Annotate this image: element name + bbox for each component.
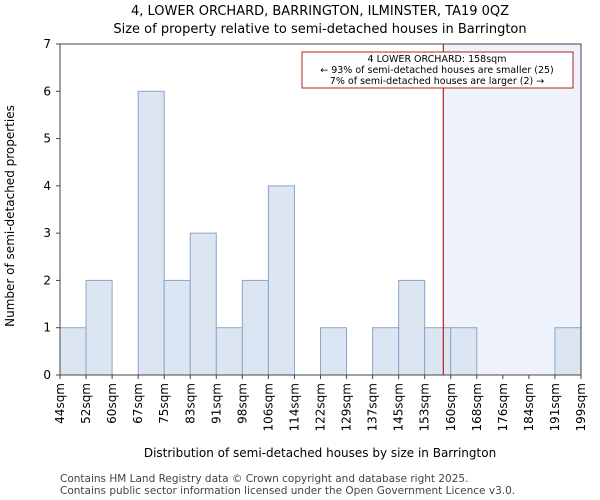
annotation-box: 4 LOWER ORCHARD: 158sqm ← 93% of semi-de…	[301, 51, 574, 89]
annotation-line-2: ← 93% of semi-detached houses are smalle…	[320, 65, 554, 76]
x-tick-label: 145sqm	[392, 383, 406, 431]
x-tick-label: 137sqm	[366, 383, 380, 431]
bar-67sqm	[137, 90, 165, 376]
x-tick-label: 153sqm	[418, 383, 432, 431]
bar-75sqm	[163, 279, 191, 376]
bar-122sqm	[320, 327, 348, 376]
y-tick-label: 4	[43, 179, 51, 193]
y-tick-label: 5	[43, 132, 51, 146]
plot-frame	[59, 43, 582, 376]
x-tick-label: 176sqm	[496, 383, 510, 431]
bar-137sqm	[372, 327, 400, 376]
bar-145sqm	[398, 279, 426, 376]
y-axis-label: Number of semi-detached properties	[3, 105, 17, 327]
x-tick-label: 83sqm	[183, 383, 197, 424]
x-tick-label: 91sqm	[209, 383, 223, 424]
footer-line-2: Contains public sector information licen…	[60, 485, 516, 497]
y-tick-label: 7	[43, 37, 51, 51]
chart-title: 4, LOWER ORCHARD, BARRINGTON, ILMINSTER,…	[131, 4, 509, 19]
bars	[59, 90, 582, 376]
y-ticks: 0 1 2 3 4 5 6 7	[43, 37, 60, 382]
x-tick-label: 160sqm	[444, 383, 458, 431]
bar-83sqm	[189, 232, 217, 376]
bar-52sqm	[85, 279, 113, 376]
bar-44sqm	[59, 327, 87, 376]
bar-106sqm	[267, 185, 295, 376]
x-tick-label: 129sqm	[340, 383, 354, 431]
y-tick-label: 2	[43, 273, 51, 287]
x-ticks: 44sqm 52sqm 60sqm 67sqm 75sqm 83sqm 91sqm 98sqm…	[53, 375, 588, 431]
x-tick-label: 52sqm	[79, 383, 93, 424]
annotation-line-1: 4 LOWER ORCHARD: 158sqm	[368, 54, 507, 65]
x-tick-label: 184sqm	[522, 383, 536, 431]
y-tick-label: 6	[43, 84, 51, 98]
x-tick-label: 199sqm	[574, 383, 588, 431]
x-tick-label: 122sqm	[314, 383, 328, 431]
x-tick-label: 191sqm	[548, 383, 562, 431]
bar-98sqm	[241, 279, 269, 376]
x-tick-label: 114sqm	[287, 383, 301, 431]
bar-153sqm	[424, 327, 452, 376]
x-tick-label: 168sqm	[470, 383, 484, 431]
bar-91sqm	[215, 327, 243, 376]
y-tick-label: 1	[43, 321, 51, 335]
footer-line-1: Contains HM Land Registry data © Crown c…	[60, 473, 469, 485]
x-tick-label: 75sqm	[157, 383, 171, 424]
x-tick-label: 98sqm	[235, 383, 249, 424]
x-axis-label: Distribution of semi-detached houses by …	[144, 446, 496, 460]
x-tick-label: 44sqm	[53, 383, 67, 424]
x-tick-label: 67sqm	[131, 383, 145, 424]
annotation-line-3: 7% of semi-detached houses are larger (2…	[330, 76, 544, 87]
x-tick-label: 106sqm	[261, 383, 275, 431]
bar-160sqm	[450, 327, 478, 376]
bar-191sqm	[554, 327, 582, 376]
chart-subtitle: Size of property relative to semi-detach…	[113, 22, 526, 37]
larger-region-highlight	[443, 44, 581, 375]
x-tick-label: 60sqm	[105, 383, 119, 424]
y-tick-label: 0	[43, 368, 51, 382]
y-tick-label: 3	[43, 226, 51, 240]
